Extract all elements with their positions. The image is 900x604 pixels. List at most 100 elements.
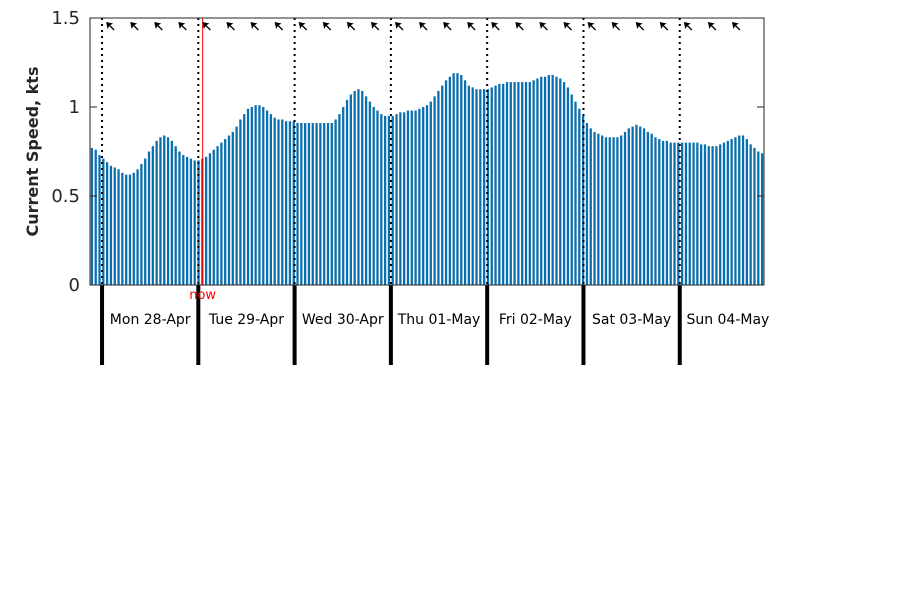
direction-arrow-icon	[587, 22, 596, 31]
bar	[669, 142, 672, 285]
bar	[383, 115, 387, 286]
bar	[422, 107, 425, 285]
bar	[639, 126, 642, 285]
bar	[677, 142, 680, 285]
bar	[189, 158, 193, 285]
direction-arrow-icon	[154, 22, 163, 31]
bar	[292, 121, 295, 286]
now-label: now	[189, 288, 216, 303]
bar	[593, 131, 596, 285]
direction-arrow-icon	[563, 22, 572, 31]
day-label: Fri 02-May	[499, 312, 572, 328]
bar	[185, 156, 189, 285]
direction-arrow-icon	[346, 22, 356, 31]
bar	[734, 137, 737, 285]
bar	[151, 146, 154, 285]
bar	[437, 90, 440, 285]
bar	[650, 133, 653, 285]
bar	[132, 172, 135, 285]
bar	[330, 123, 333, 286]
bar	[680, 142, 684, 285]
bar	[441, 85, 444, 285]
direction-arrow-icon	[394, 22, 404, 31]
bar	[578, 108, 581, 285]
bar	[460, 74, 463, 286]
bar	[688, 142, 691, 285]
bar	[117, 169, 120, 285]
bar	[140, 163, 143, 285]
day-label: Tue 29-Apr	[208, 312, 284, 328]
bar	[589, 128, 592, 285]
bar	[509, 82, 512, 285]
bar	[719, 144, 722, 285]
bar	[391, 115, 394, 286]
bar	[254, 105, 257, 285]
bar	[364, 96, 368, 285]
bar	[243, 114, 246, 286]
day-label: Sat 03-May	[592, 312, 671, 328]
bar	[433, 96, 436, 285]
bar	[323, 123, 326, 286]
bar	[505, 82, 509, 285]
bar	[711, 146, 714, 285]
bar	[513, 82, 516, 285]
day-labels-group: Mon 28-Apr Tue 29-Apr Wed 30-Apr Thu 01-May…	[110, 312, 770, 328]
bar	[642, 128, 646, 285]
bar	[159, 137, 162, 285]
bar	[612, 137, 615, 285]
bar	[182, 155, 185, 285]
bar	[307, 123, 311, 286]
bar	[94, 149, 97, 285]
bar	[692, 142, 695, 285]
plot-frame	[89, 17, 765, 286]
bar	[741, 135, 745, 285]
bar	[467, 85, 471, 285]
day-label: Sun 04-May	[686, 312, 769, 328]
bar	[581, 115, 585, 286]
bar	[250, 107, 253, 285]
bar	[757, 151, 760, 285]
bar	[760, 153, 764, 285]
bar	[178, 151, 181, 285]
bar	[349, 94, 352, 285]
bar	[174, 146, 177, 285]
bar	[216, 146, 219, 285]
bar	[673, 142, 676, 285]
bar	[559, 78, 562, 286]
direction-arrow-icon	[130, 22, 139, 31]
bar	[528, 82, 531, 285]
bar	[105, 162, 109, 285]
y-tick-label: 0.5	[51, 186, 80, 207]
bar	[707, 146, 710, 285]
bar	[597, 133, 600, 285]
bar	[353, 90, 356, 285]
bar	[406, 110, 410, 285]
bar	[204, 156, 208, 285]
bar	[277, 119, 280, 286]
bar	[220, 142, 223, 285]
bar	[235, 126, 238, 285]
bar	[262, 107, 265, 285]
bar	[631, 126, 634, 285]
bar	[102, 158, 105, 285]
bar	[696, 142, 699, 285]
direction-arrow-icon	[322, 22, 332, 31]
bar	[536, 78, 539, 286]
bar	[121, 172, 124, 285]
bar	[128, 174, 132, 285]
bar	[269, 114, 273, 286]
bar	[490, 87, 493, 285]
bar	[551, 74, 554, 286]
bar	[109, 165, 113, 285]
direction-arrow-icon	[274, 22, 284, 31]
bar	[730, 139, 733, 285]
bar	[608, 137, 611, 285]
bar	[429, 101, 432, 285]
bar	[334, 119, 337, 286]
bar	[532, 80, 535, 285]
bar	[749, 144, 752, 285]
bar	[414, 110, 417, 285]
bar	[543, 76, 547, 286]
bar	[700, 144, 703, 285]
